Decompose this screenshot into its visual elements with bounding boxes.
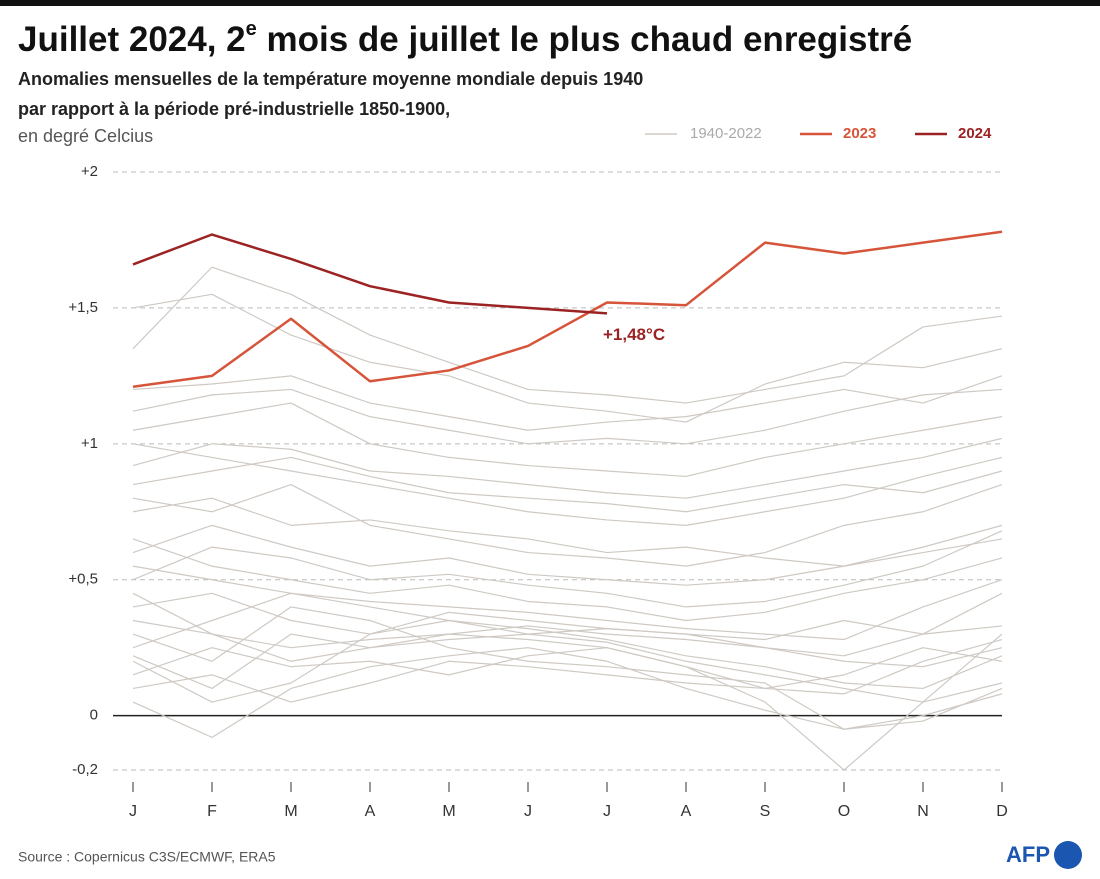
title-part: Juillet 2024, 2 [18, 20, 246, 59]
background-line [132, 530, 1003, 608]
unit: en degré Celcius [18, 126, 153, 146]
background-line [132, 633, 1003, 703]
y-tick-label: +2 [81, 163, 98, 180]
annotation: +1,48°C [603, 325, 665, 344]
x-tick-label: J [603, 803, 611, 820]
logo: AFP [1006, 842, 1050, 867]
x-tick-label: J [129, 803, 137, 820]
y-tick-label: 0 [90, 707, 98, 724]
background-line [132, 619, 1003, 703]
background-line [132, 388, 1003, 445]
background-line [132, 592, 1003, 771]
x-tick-label: F [207, 803, 217, 820]
background-line [132, 638, 1003, 695]
legend-label: 2023 [843, 125, 876, 142]
x-tick-label: D [996, 803, 1008, 820]
top-bar [0, 0, 1100, 6]
background-line [132, 437, 1003, 499]
source: Source : Copernicus C3S/ECMWF, ERA5 [18, 849, 276, 865]
legend-label: 2024 [958, 125, 992, 142]
x-tick-label: A [365, 803, 376, 820]
background-line [132, 647, 1003, 703]
legend-label: 1940-2022 [690, 125, 762, 142]
chart-title: Juillet 2024, 2e mois de juillet le plus… [18, 18, 912, 59]
title-part: mois de juillet le plus chaud enregistré [257, 20, 912, 59]
background-line [132, 592, 1003, 657]
background-line [132, 606, 1003, 730]
background-line [132, 483, 1003, 567]
y-tick-label: -0,2 [72, 761, 98, 778]
background-line [132, 375, 1003, 431]
background-line [132, 456, 1003, 513]
y-tick-label: +1 [81, 435, 98, 452]
x-tick-label: S [760, 803, 771, 820]
background-line [132, 619, 1003, 668]
background-line [132, 443, 1003, 526]
subtitle: par rapport à la période pré-industriell… [18, 99, 450, 119]
background-line [132, 524, 1003, 586]
logo-dot [1054, 841, 1082, 869]
x-tick-label: M [284, 803, 297, 820]
background-line [132, 565, 1003, 641]
series-line [132, 230, 1003, 388]
background-line [132, 402, 1003, 478]
background-line [132, 266, 1003, 404]
x-tick-label: N [917, 803, 929, 820]
background-line [132, 538, 1003, 622]
x-tick-label: A [681, 803, 692, 820]
background-line [132, 647, 1003, 738]
background-line [132, 497, 1003, 567]
x-tick-label: O [838, 803, 850, 820]
x-tick-label: M [442, 803, 455, 820]
series-line [132, 233, 608, 315]
title-sup: e [246, 18, 257, 40]
x-tick-label: J [524, 803, 532, 820]
subtitle: Anomalies mensuelles de la température m… [18, 69, 643, 89]
y-tick-label: +1,5 [68, 299, 98, 316]
y-tick-label: +0,5 [68, 571, 98, 588]
